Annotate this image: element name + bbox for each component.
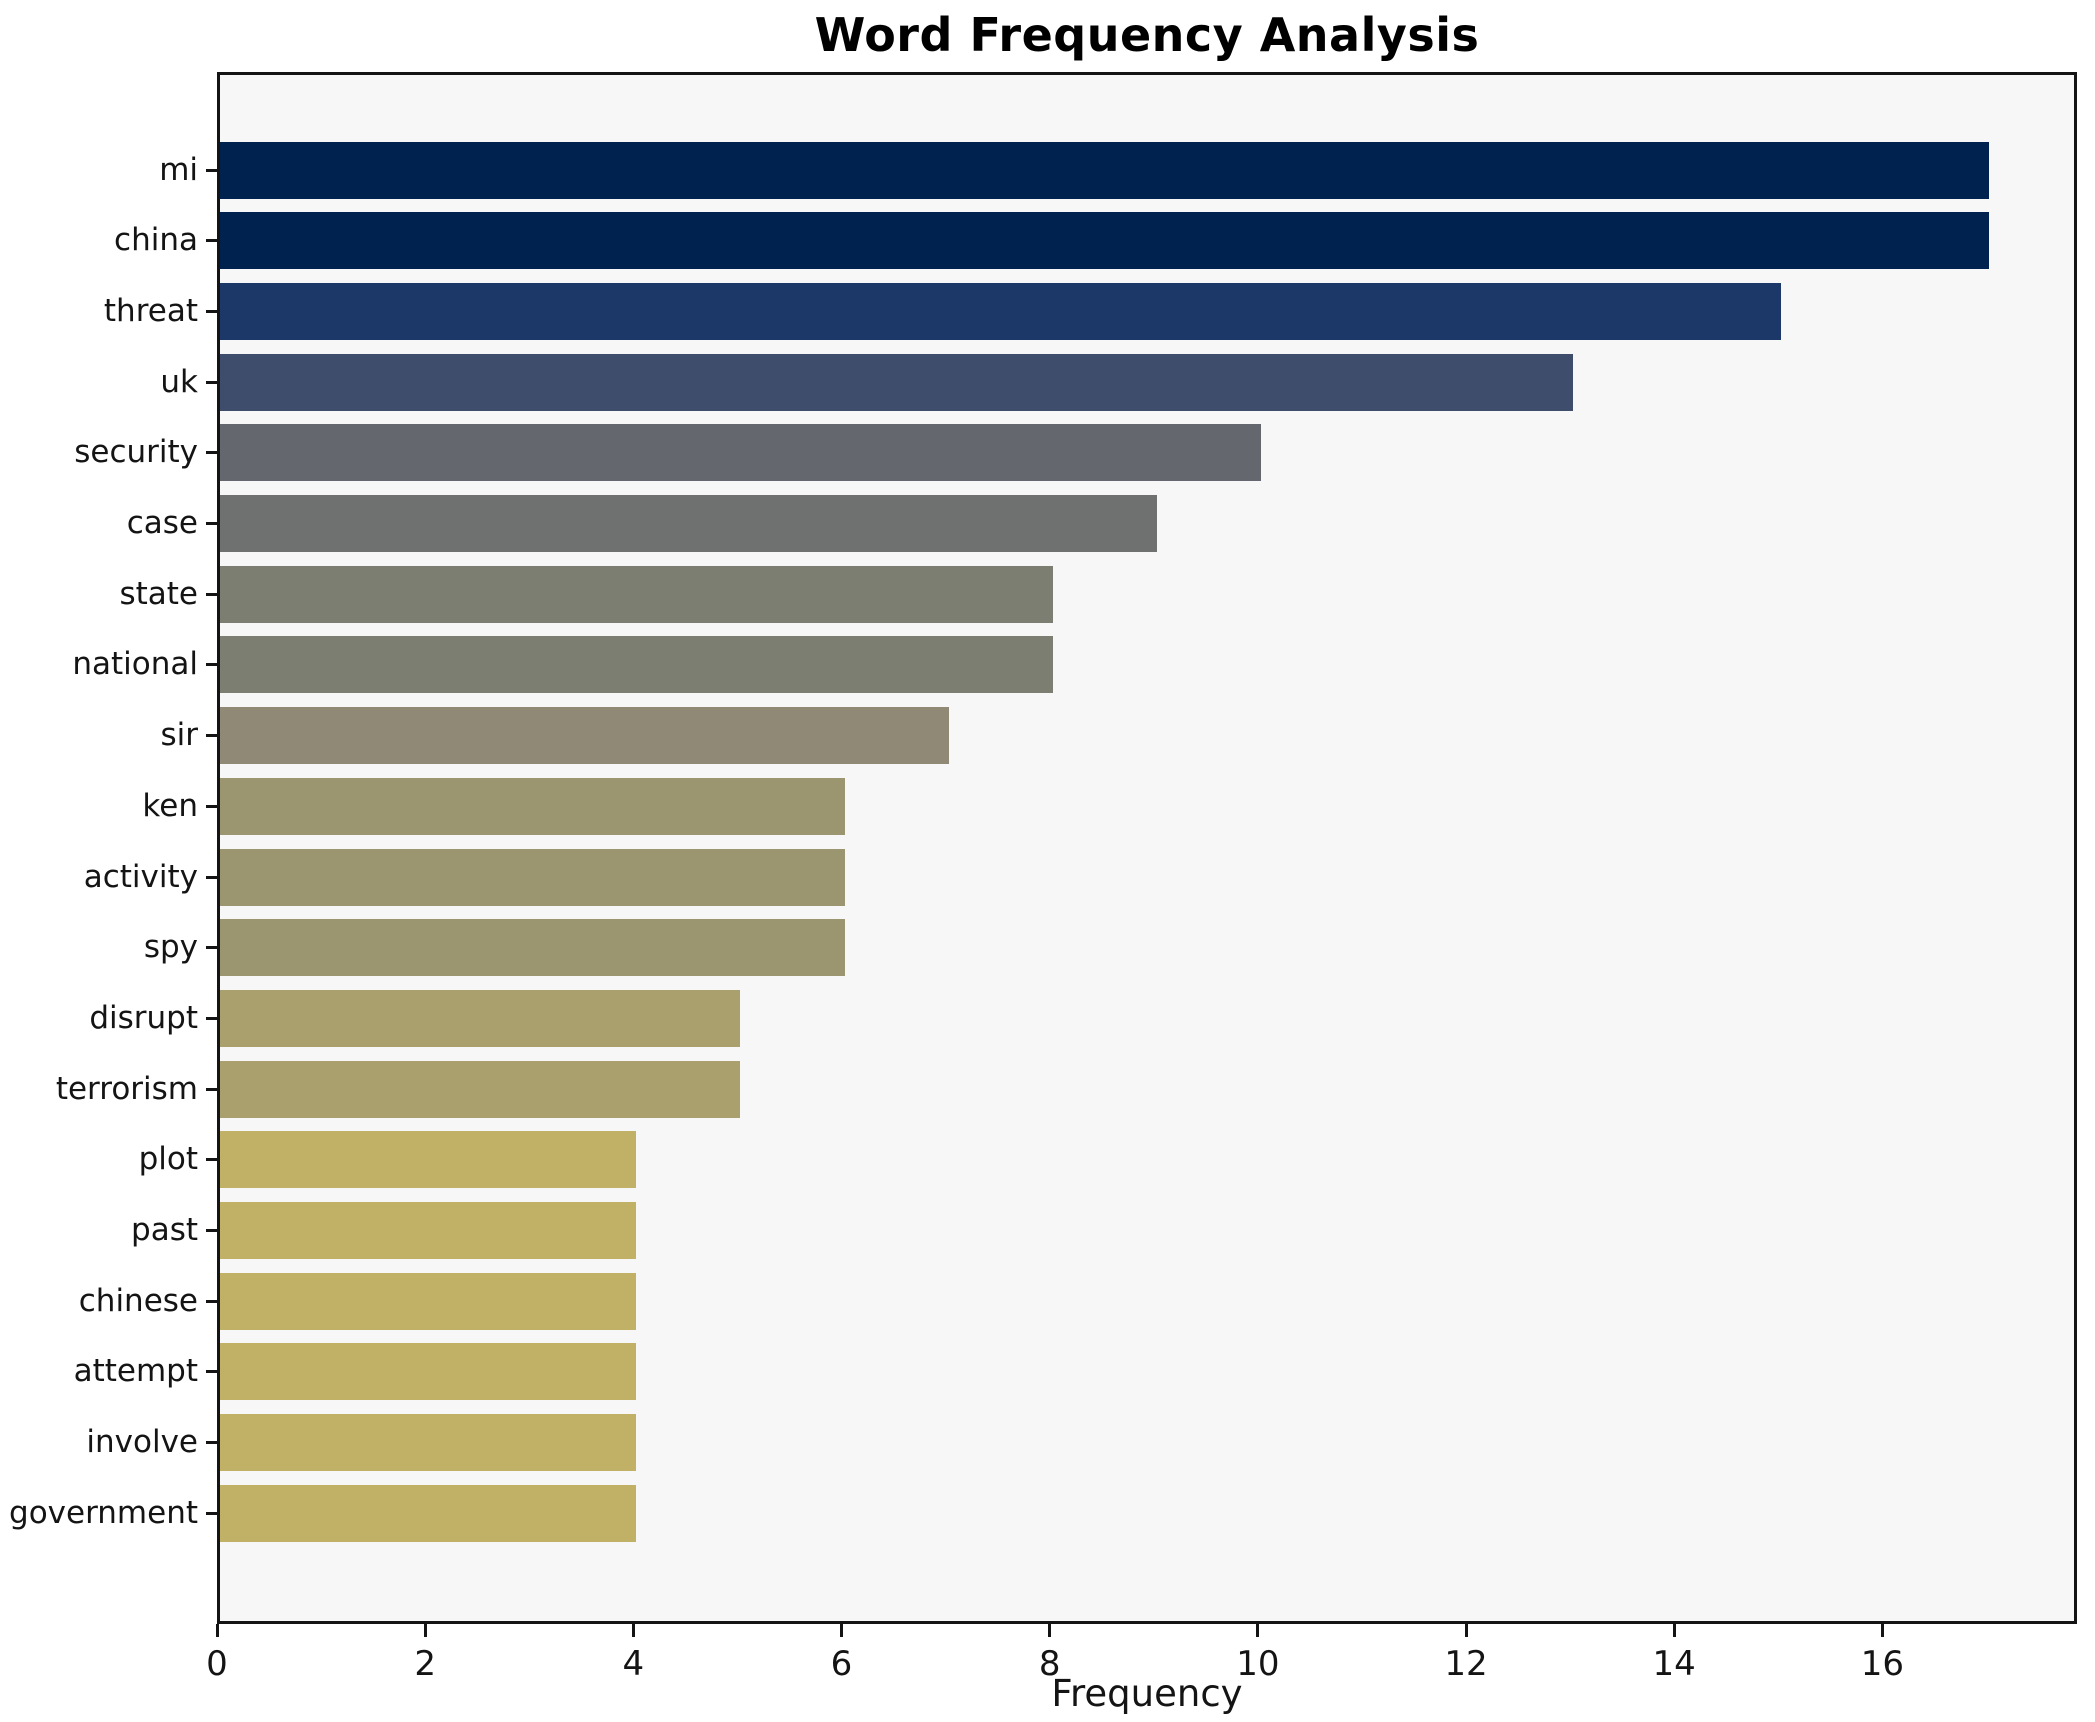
bar-threat: [220, 282, 1782, 340]
bar-chinese: [220, 1272, 637, 1330]
y-tick-label-china: china: [114, 222, 198, 259]
bar-attempt: [220, 1343, 637, 1401]
bar-terrorism: [220, 1060, 741, 1118]
y-tick-mark: [206, 1441, 217, 1445]
y-tick-mark: [206, 663, 217, 667]
bar-case: [220, 495, 1157, 552]
y-tick-label-attempt: attempt: [73, 1353, 198, 1390]
x-tick-label-12: 12: [1444, 1644, 1488, 1684]
y-tick-label-case: case: [126, 505, 198, 541]
bar-uk: [220, 353, 1574, 411]
y-tick-label-disrupt: disrupt: [89, 999, 198, 1036]
bar-national: [220, 636, 1053, 694]
y-tick-label-mi: mi: [159, 151, 198, 188]
x-tick-label-14: 14: [1652, 1644, 1696, 1684]
x-tick-mark: [215, 1624, 219, 1637]
y-tick-mark: [206, 451, 217, 455]
y-tick-label-chinese: chinese: [78, 1282, 198, 1319]
x-tick-label-2: 2: [414, 1644, 436, 1684]
bar-government: [220, 1484, 637, 1542]
x-tick-mark: [631, 1624, 635, 1637]
x-tick-label-6: 6: [830, 1644, 853, 1684]
x-tick-label-0: 0: [206, 1644, 228, 1684]
y-tick-label-government: government: [9, 1494, 198, 1531]
y-tick-mark: [206, 1087, 217, 1091]
bar-ken: [220, 777, 845, 835]
bar-spy: [220, 919, 845, 977]
y-tick-mark: [206, 804, 217, 808]
x-tick-mark: [1464, 1624, 1468, 1637]
x-tick-mark: [1880, 1624, 1884, 1637]
y-tick-label-sir: sir: [160, 717, 198, 754]
y-tick-label-past: past: [131, 1212, 198, 1248]
y-tick-mark: [206, 1016, 217, 1020]
y-tick-mark: [206, 1158, 217, 1162]
chart-title: Word Frequency Analysis: [814, 8, 1480, 62]
bar-security: [220, 424, 1261, 482]
y-tick-label-plot: plot: [138, 1141, 198, 1178]
y-tick-mark: [206, 1299, 217, 1303]
y-tick-mark: [206, 380, 217, 384]
x-tick-label-8: 8: [1038, 1644, 1061, 1684]
x-tick-mark: [1048, 1624, 1052, 1637]
y-tick-label-spy: spy: [143, 929, 198, 966]
y-tick-label-uk: uk: [160, 363, 198, 400]
y-tick-label-involve: involve: [86, 1424, 198, 1461]
y-tick-label-threat: threat: [103, 292, 198, 329]
y-tick-mark: [206, 168, 217, 172]
x-tick-label-10: 10: [1236, 1644, 1280, 1684]
y-tick-mark: [206, 522, 217, 525]
bar-activity: [220, 848, 845, 906]
x-tick-mark: [423, 1624, 427, 1637]
y-tick-label-activity: activity: [83, 858, 198, 895]
y-tick-label-national: national: [72, 646, 198, 683]
y-tick-mark: [206, 239, 217, 243]
y-tick-label-ken: ken: [142, 787, 198, 824]
y-tick-mark: [206, 946, 217, 950]
bar-involve: [220, 1414, 637, 1472]
y-tick-label-state: state: [119, 575, 198, 612]
y-tick-label-terrorism: terrorism: [55, 1070, 198, 1107]
plot-area: [217, 72, 2077, 1624]
bar-mi: [220, 141, 1990, 199]
y-tick-mark: [206, 1370, 217, 1374]
bar-china: [220, 212, 1990, 270]
x-tick-label-16: 16: [1860, 1644, 1904, 1684]
bar-sir: [220, 707, 949, 765]
bar-past: [220, 1202, 637, 1259]
y-tick-mark: [206, 1229, 217, 1232]
x-tick-mark: [1672, 1624, 1676, 1637]
y-tick-mark: [206, 1511, 217, 1515]
y-tick-label-security: security: [74, 434, 198, 471]
x-axis-title: Frequency: [1051, 1672, 1243, 1715]
x-tick-label-4: 4: [622, 1644, 645, 1684]
y-tick-mark: [206, 592, 217, 596]
y-tick-mark: [206, 734, 217, 738]
x-tick-mark: [1256, 1624, 1260, 1637]
bar-plot: [220, 1131, 637, 1189]
y-tick-mark: [206, 875, 217, 879]
bar-state: [220, 565, 1053, 623]
x-tick-mark: [840, 1624, 843, 1637]
bar-disrupt: [220, 989, 741, 1047]
y-tick-mark: [206, 309, 217, 313]
